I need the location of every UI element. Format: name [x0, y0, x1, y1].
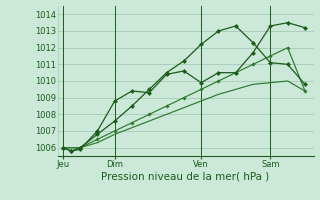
X-axis label: Pression niveau de la mer( hPa ): Pression niveau de la mer( hPa ): [101, 172, 270, 182]
